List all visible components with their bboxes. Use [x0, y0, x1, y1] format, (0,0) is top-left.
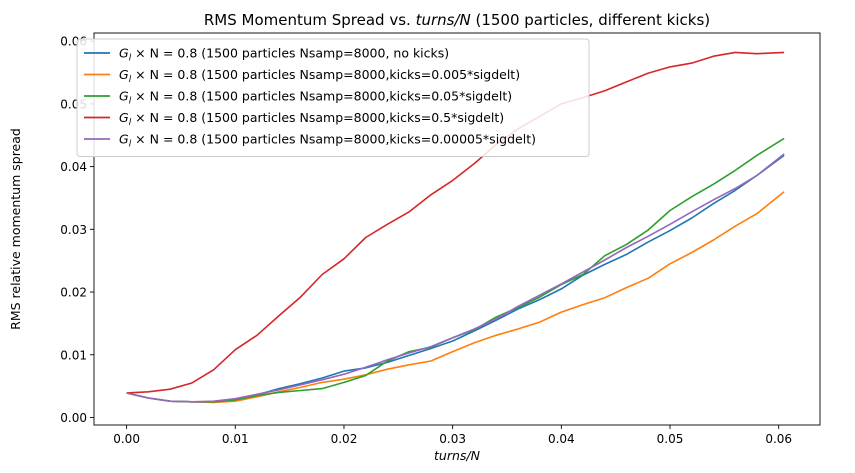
legend-entry: Gl × N = 0.8 (1500 particles Nsamp=8000,…	[119, 89, 512, 107]
y-axis-label: RMS relative momentum spread	[8, 128, 23, 330]
series-line-2	[126, 191, 785, 404]
legend-entry: Gl × N = 0.8 (1500 particles Nsamp=8000,…	[119, 132, 536, 150]
series-layer	[126, 51, 785, 404]
x-tick-label: 0.03	[439, 432, 466, 446]
x-tick-label: 0.06	[765, 432, 792, 446]
series-line-4	[126, 51, 785, 394]
legend-box	[76, 38, 590, 157]
chart-title: RMS Momentum Spread vs. turns/N (1500 pa…	[204, 11, 710, 29]
legend-entry: Gl × N = 0.8 (1500 particles Nsamp=8000,…	[119, 46, 449, 64]
plot-area: 0.00 0.01 0.02 0.03 0.04 0.05 0.06 0.000.010.0…	[60, 32, 821, 446]
legend: Gl × N = 0.8 (1500 particles Nsamp=8000,…	[76, 38, 590, 157]
x-tick-label: 0.01	[222, 432, 249, 446]
x-axis: 0.00 0.01 0.02 0.03 0.04 0.05 0.06	[113, 425, 792, 446]
y-axis: 0.000.010.020.030.040.050.06	[60, 35, 94, 425]
y-tick-label: 0.02	[60, 286, 87, 300]
y-tick-label: 0.00	[60, 411, 87, 425]
series-line-5	[126, 153, 785, 403]
legend-entry: Gl × N = 0.8 (1500 particles Nsamp=8000,…	[119, 67, 520, 85]
series-line-1	[126, 154, 785, 403]
legend-entry: Gl × N = 0.8 (1500 particles Nsamp=8000,…	[119, 110, 504, 128]
x-tick-label: 0.04	[548, 432, 575, 446]
x-tick-label: 0.02	[331, 432, 358, 446]
y-tick-label: 0.04	[60, 160, 87, 174]
y-tick-label: 0.01	[60, 348, 87, 362]
y-tick-label: 0.03	[60, 223, 87, 237]
x-tick-label: 0.05	[657, 432, 684, 446]
x-tick-label: 0.00	[113, 432, 140, 446]
x-axis-label: turns/N	[434, 448, 481, 463]
